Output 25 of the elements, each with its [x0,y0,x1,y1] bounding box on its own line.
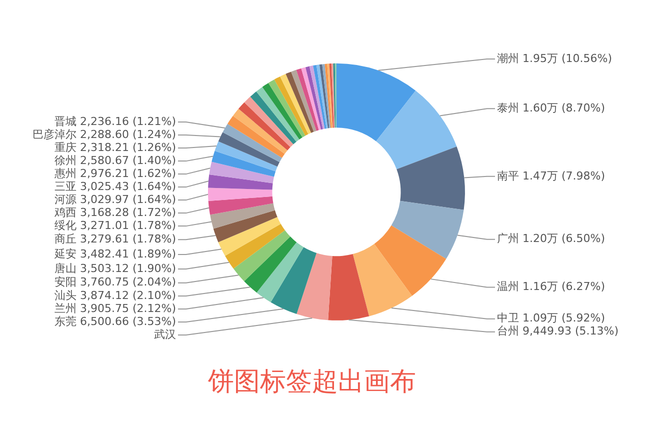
slice-label: 泰州 1.60万 (8.70%) [497,102,606,114]
slice-label: 鸡西 3,168.28 (1.72%) [53,206,176,219]
slice-label: 安阳 3,760.75 (2.04%) [54,276,176,289]
slice-label: 河源 3,029.97 (1.64%) [54,192,176,206]
slice-label: 惠州 2,976.21 (1.62%) [53,166,176,180]
text: 饼图标签超出画布 [207,367,416,398]
slice-label: 商丘 3,279.61 (1.78%) [54,232,176,246]
slice-label: 绥化 3,271.01 (1.78%) [54,218,176,232]
slice-label: 唐山 3,503.12 (1.90%) [54,262,176,275]
slice-label: 武汉 [154,328,176,341]
slice-label: 东莞 6,500.66 (3.53%) [54,314,176,328]
slice-label: 重庆 2,318.21 (1.26%) [54,140,176,154]
slice-label: 南平 1.47万 (7.98%) [497,169,606,182]
slice-label: 延安 3,482.41 (1.89%) [53,247,176,260]
slice-label: 中卫 1.09万 (5.92%) [497,312,606,325]
slice-label: 三亚 3,025.43 (1.64%) [54,180,176,193]
slice-label: 台州 9,449.93 (5.13%) [497,324,619,338]
slice-label: 巴彦淖尔 2,288.60 (1.24%) [32,128,176,141]
slice-label: 徐州 2,580.67 (1.40%) [54,154,176,167]
slice-label: 广州 1.20万 (6.50%) [497,232,606,246]
slice-label: 温州 1.16万 (6.27%) [497,280,606,294]
slice-label: 潮州 1.95万 (10.56%) [497,52,612,65]
slice-label: 兰州 3,905.75 (2.12%) [54,302,176,315]
slice-label: 汕头 3,874.12 (2.10%) [54,288,176,302]
slice-label: 晋城 2,236.16 (1.21%) [54,114,176,128]
